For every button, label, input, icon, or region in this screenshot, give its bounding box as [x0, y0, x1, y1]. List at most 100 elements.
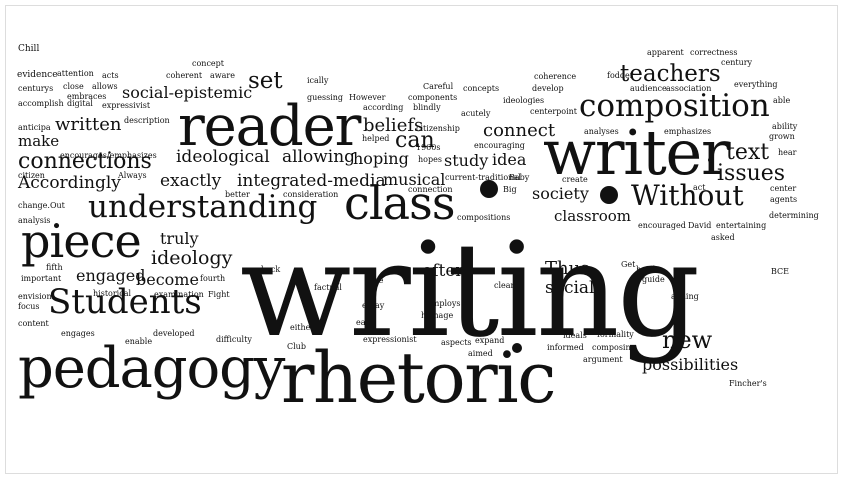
cloud-word-encouraging: encouraging: [474, 140, 525, 150]
cloud-word-centerpoint: centerpoint: [530, 106, 578, 116]
cloud-word-enable: enable: [125, 336, 153, 346]
cloud-word-emphasizes: emphasizes: [664, 126, 712, 136]
cloud-word-everything: everything: [734, 79, 778, 89]
cloud-word-engaged: engaged: [76, 266, 146, 286]
cloud-word-historical: historical: [93, 288, 132, 298]
cloud-word-easy: easy: [356, 317, 375, 327]
cloud-word-informed: informed: [547, 342, 584, 352]
cloud-word-pedagogy: pedagogy: [18, 336, 285, 402]
cloud-word-bce: BCE: [771, 266, 789, 276]
cloud-word-connections: connections: [18, 149, 152, 175]
cloud-word-allowing: allowing: [282, 147, 356, 168]
cloud-word-idea: idea: [492, 150, 527, 170]
cloud-word-homage: homage: [421, 310, 454, 320]
cloud-word-connection: connection: [408, 184, 453, 194]
cloud-word-fourth: fourth: [200, 273, 226, 283]
cloud-word-truly: truly: [160, 229, 199, 249]
cloud-word-encouraged: encouraged: [638, 220, 686, 230]
cloud-word-formality: formality: [597, 329, 634, 339]
cloud-word-composition: composition: [579, 88, 770, 125]
cloud-word-classroom: classroom: [554, 207, 631, 225]
cloud-word-encourages-emphasizes: encourages/emphasizes: [60, 150, 157, 160]
cloud-word-get: Get: [621, 259, 636, 269]
cloud-word-center: center: [770, 183, 797, 193]
cloud-word-centurys: centurys: [18, 83, 54, 93]
cloud-word-better: better: [225, 189, 250, 199]
word-cloud-frame: [5, 5, 838, 474]
cloud-word-difficulty: difficulty: [216, 334, 252, 344]
cloud-word-fincher-s: Fincher's: [729, 378, 767, 388]
cloud-word-integrated-media: integrated-media: [237, 171, 386, 192]
cloud-word-fight: Fight: [208, 289, 230, 299]
cloud-word-aiming: aiming: [671, 291, 699, 301]
cloud-word-guide: guide: [642, 274, 665, 284]
cloud-word-careful: Careful: [423, 81, 454, 91]
cloud-word-expressionist: expressionist: [363, 334, 417, 344]
cloud-word-description: description: [124, 115, 170, 125]
cloud-word-hopes: hopes: [418, 154, 442, 164]
cloud-word-expand: expand: [475, 335, 505, 345]
cloud-word-coherent: coherent: [166, 70, 203, 80]
cloud-word-content: content: [18, 318, 49, 328]
cloud-word-students: Students: [48, 281, 202, 322]
cloud-word-he-she: he/she: [636, 264, 663, 274]
cloud-word-text: text: [726, 140, 770, 166]
cloud-word-written: written: [55, 113, 122, 135]
cloud-word-class: class: [344, 176, 455, 231]
cloud-word-either: either: [290, 322, 315, 332]
cloud-word-without: Without: [631, 178, 744, 212]
cloud-word-compositions: compositions: [457, 212, 511, 222]
cloud-word-exactly: exactly: [160, 171, 222, 192]
cloud-word-citizenship: citizenship: [416, 123, 460, 133]
cloud-word-hear: hear: [778, 147, 797, 157]
cloud-word-factual: factual: [314, 282, 342, 292]
cloud-word-writer: writer: [543, 116, 731, 190]
cloud-word-big: Big: [503, 184, 517, 194]
cloud-word-analyses: analyses: [584, 126, 619, 136]
cloud-word-correctness: correctness: [690, 47, 738, 57]
cloud-word-helped: helped: [362, 133, 390, 143]
cloud-word-act: act: [693, 182, 706, 192]
cloud-word-analysis: analysis: [18, 215, 51, 225]
cloud-word-important: important: [21, 273, 62, 283]
cloud-word-digital: digital: [67, 98, 93, 108]
cloud-word-focus: focus: [18, 301, 40, 311]
cloud-word-composing: composing: [592, 342, 636, 352]
cloud-word-teachers: teachers: [620, 60, 721, 87]
cloud-word-musical: musical: [383, 170, 446, 190]
cloud-word-develop: develop: [532, 83, 564, 93]
cloud-word-aware: aware: [210, 70, 235, 80]
cloud-word-social: social: [545, 278, 595, 299]
cloud-word-evidence: evidence: [17, 69, 58, 80]
cloud-dot: [600, 186, 618, 204]
cloud-word-reader: reader: [178, 94, 361, 160]
cloud-word-1960s: 1960s: [416, 142, 441, 152]
cloud-word-asked: asked: [711, 232, 735, 242]
cloud-word-aimed: aimed: [468, 348, 493, 358]
cloud-word-study: study: [444, 151, 489, 171]
cloud-word-always: Always: [118, 170, 147, 180]
cloud-word-current-traditional: current-traditional: [445, 172, 521, 182]
cloud-word-able: able: [773, 95, 791, 105]
cloud-word-essay: essay: [362, 300, 385, 310]
cloud-word-piece: piece: [21, 214, 142, 269]
cloud-word-due: Due: [367, 275, 384, 285]
cloud-word-fifth: fifth: [46, 262, 63, 272]
cloud-word-ideology: ideology: [151, 246, 233, 269]
cloud-word-chill: Chill: [18, 43, 40, 54]
cloud-word-engages: engages: [61, 328, 95, 338]
cloud-word-baby: Baby: [509, 172, 530, 182]
cloud-word-attention: attention: [57, 68, 94, 78]
cloud-word-understanding: understanding: [88, 189, 318, 226]
cloud-word-create: create: [562, 174, 588, 184]
cloud-word-embraces: embraces: [67, 91, 107, 101]
cloud-word-david: David: [688, 220, 712, 230]
cloud-word-employs: employs: [427, 298, 461, 308]
cloud-word-argument: argument: [583, 354, 623, 364]
cloud-word-society: society: [532, 184, 589, 204]
cloud-word-blindly: blindly: [413, 102, 441, 112]
cloud-dot: [512, 343, 522, 353]
cloud-word-consideration: consideration: [283, 189, 339, 199]
cloud-word-grown: grown: [769, 131, 795, 141]
